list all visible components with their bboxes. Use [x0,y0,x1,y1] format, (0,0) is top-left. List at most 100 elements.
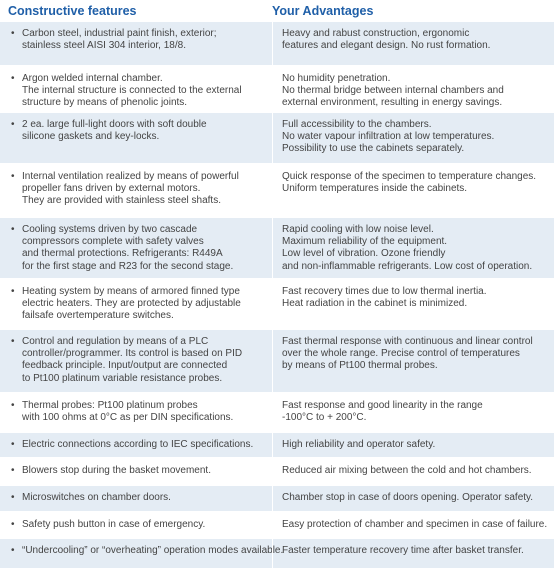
bullet-icon: • [11,336,15,347]
table-row: • Heating system by means of armored finn… [0,280,554,329]
advantage-text: Easy protection of chamber and specimen … [282,519,548,530]
advantage-cell: Full accessibility to the chambers. No wa… [270,113,544,160]
bullet-icon: • [11,545,15,556]
advantage-cell: High reliability and operator safety. [270,433,544,455]
column-divider [272,22,273,570]
feature-cell: • Internal ventilation realized by means … [0,165,270,212]
table-row: • Internal ventilation realized by means … [0,165,554,217]
feature-cell: • Thermal probes: Pt100 platinum probes wi… [0,394,270,428]
table-row: • Control and regulation by means of a PL… [0,330,554,393]
feature-cell: • Control and regulation by means of a PL… [0,330,270,389]
feature-text: Cooling systems driven by two cascade [22,224,198,235]
advantage-text: Possibility to use the cabinets separate… [282,143,465,155]
feature-cell: • Argon welded internal chamber. The inter… [0,67,270,114]
feature-text: failsafe overtemperature switches. [22,310,174,322]
advantage-text: Quick response of the specimen to temper… [282,171,537,182]
feature-text: and thermal protections. Refrigerants: R… [22,248,223,260]
bullet-icon: • [11,171,15,182]
feature-text: Carbon steel, industrial paint finish, e… [22,28,217,39]
table-row: • 2 ea. large full-light doors with soft … [0,113,554,164]
advantage-cell: Rapid cooling with low noise level. Maxim… [270,218,544,277]
advantage-text: Heavy and rabust construction, ergonomic [282,28,470,39]
feature-text: compressors complete with safety valves [22,236,204,248]
advantage-cell: Easy protection of chamber and specimen … [270,513,548,535]
advantage-text: Faster temperature recovery time after b… [282,545,524,556]
feature-cell: • Safety push button in case of emergency… [0,513,270,535]
advantage-cell: Fast thermal response with continuous an… [270,330,544,377]
advantage-text: Fast thermal response with continuous an… [282,336,533,347]
features-header: Constructive features [8,4,137,18]
advantage-text: Full accessibility to the chambers. [282,119,432,130]
bullet-icon: • [11,400,15,411]
feature-text: electric heaters. They are protected by … [22,298,241,310]
feature-text: propeller fans driven by external motors… [22,183,201,195]
advantages-header: Your Advantages [272,4,374,18]
advantage-text: and non-inflammable refrigerants. Low co… [282,260,533,272]
feature-text: They are provided with stainless steel s… [22,195,221,207]
table-row: • Electric connections according to IEC s… [0,433,554,458]
feature-text: Microswitches on chamber doors. [22,492,171,503]
advantage-text: Fast recovery times due to low thermal i… [282,286,487,297]
feature-cell: • 2 ea. large full-light doors with soft … [0,113,270,147]
advantage-text: Reduced air mixing between the cold and … [282,465,532,476]
feature-text: stainless steel AISI 304 interior, 18/8. [22,40,186,52]
bullet-icon: • [11,519,15,530]
advantage-text: Low level of vibration. Ozone friendly [282,248,446,260]
feature-cell: • Microswitches on chamber doors. [0,486,270,508]
feature-cell: • “Undercooling” or “overheating” operati… [0,539,283,561]
feature-cell: • Electric connections according to IEC s… [0,433,270,455]
feature-text: with 100 ohms at 0°C as per DIN specific… [22,412,234,424]
feature-text: Blowers stop during the basket movement. [22,465,211,476]
bullet-icon: • [11,73,15,84]
advantage-cell: Heavy and rabust construction, ergonomic… [270,22,544,56]
advantage-text: No thermal bridge between internal chamb… [282,85,504,97]
advantage-cell: Quick response of the specimen to temper… [270,165,544,199]
advantage-text: Heat radiation in the cabinet is minimiz… [282,298,468,310]
advantage-text: Chamber stop in case of doors opening. O… [282,492,534,503]
advantage-text: Fast response and good linearity in the … [282,400,483,411]
advantage-text: features and elegant design. No rust for… [282,40,491,52]
advantage-text: external environment, resulting in energ… [282,97,503,109]
feature-text: for the first stage and R23 for the seco… [22,260,234,272]
advantage-cell: No humidity penetration. No thermal bridg… [270,67,544,114]
bullet-icon: • [11,224,15,235]
table-row: • Carbon steel, industrial paint finish, … [0,22,554,66]
advantage-text: over the whole range. Precise control of… [282,348,520,360]
table-row: • Thermal probes: Pt100 platinum probes wi… [0,394,554,432]
advantage-text: by means of Pt100 thermal probes. [282,360,438,372]
advantage-cell: Chamber stop in case of doors opening. O… [270,486,544,508]
bullet-icon: • [11,439,15,450]
feature-cell: • Cooling systems driven by two cascade co… [0,218,270,277]
advantage-text: No water vapour infiltration at low temp… [282,131,495,143]
feature-text: Argon welded internal chamber. [22,73,163,84]
table-row: • “Undercooling” or “overheating” operati… [0,539,554,569]
table-row: • Argon welded internal chamber. The inter… [0,67,554,112]
feature-text: Control and regulation by means of a PLC [22,336,209,347]
bullet-icon: • [11,465,15,476]
feature-cell: • Heating system by means of armored finn… [0,280,270,327]
feature-text: Heating system by means of armored finne… [22,286,240,297]
feature-cell: • Blowers stop during the basket movement… [0,459,270,481]
feature-text: Safety push button in case of emergency. [22,519,206,530]
feature-text: The internal structure is connected to t… [22,85,242,97]
advantage-text: Maximum reliability of the equipment. [282,236,448,248]
feature-text: feedback principle. Input/output are con… [22,360,228,372]
bullet-icon: • [11,28,15,39]
table-row: • Cooling systems driven by two cascade co… [0,218,554,279]
advantage-cell: Faster temperature recovery time after b… [270,539,544,561]
table-row: • Blowers stop during the basket movement… [0,459,554,485]
advantage-cell: Reduced air mixing between the cold and … [270,459,544,481]
advantage-text: Uniform temperatures inside the cabinets… [282,183,468,195]
advantage-cell: Fast recovery times due to low thermal i… [270,280,544,314]
feature-text: silicone gaskets and key-locks. [22,131,160,143]
bullet-icon: • [11,286,15,297]
advantage-text: High reliability and operator safety. [282,439,436,450]
feature-text: Internal ventilation realized by means o… [22,171,239,182]
bullet-icon: • [11,492,15,503]
table-row: • Safety push button in case of emergency… [0,513,554,538]
advantage-text: -100°C to + 200°C. [282,412,367,424]
bullet-icon: • [11,119,15,130]
feature-text: Thermal probes: Pt100 platinum probes [22,400,198,411]
feature-text: Electric connections according to IEC sp… [22,439,254,450]
